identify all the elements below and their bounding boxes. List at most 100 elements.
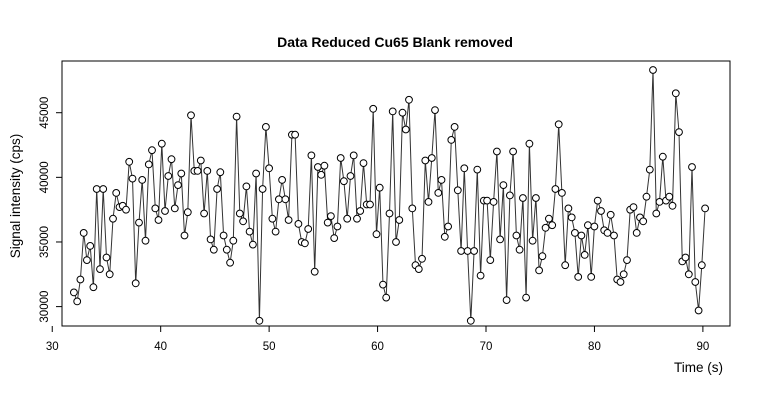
data-point <box>99 185 108 193</box>
data-point <box>431 106 439 114</box>
data-point <box>671 89 680 98</box>
data-point <box>418 254 426 263</box>
data-point <box>450 123 459 131</box>
data-point <box>307 151 316 160</box>
data-point <box>392 238 400 246</box>
data-point <box>226 258 235 267</box>
data-point <box>265 164 274 173</box>
data-point <box>649 66 657 74</box>
data-point <box>83 256 91 265</box>
data-point <box>493 147 501 156</box>
data-point <box>164 172 173 180</box>
data-point <box>232 112 241 121</box>
series-line <box>73 69 706 321</box>
data-point <box>629 203 638 212</box>
data-point <box>193 167 202 175</box>
data-point <box>183 208 192 217</box>
data-point <box>301 239 309 248</box>
data-point <box>333 222 342 231</box>
data-point <box>375 183 384 192</box>
data-point <box>463 247 472 255</box>
data-point <box>356 207 365 215</box>
data-point <box>427 154 436 162</box>
data-point <box>590 222 599 231</box>
data-point <box>314 163 322 171</box>
data-point <box>151 204 160 213</box>
data-point <box>639 217 648 226</box>
data-point <box>336 154 345 162</box>
data-point <box>242 182 251 191</box>
data-point <box>444 222 453 231</box>
data-point <box>414 265 423 274</box>
data-point <box>541 223 550 232</box>
data-point <box>545 214 553 223</box>
data-point <box>642 192 651 201</box>
data-point <box>86 242 95 250</box>
data-point <box>580 251 589 259</box>
data-point <box>658 152 667 161</box>
data-point <box>460 164 469 173</box>
data-point <box>281 195 290 204</box>
data-point <box>502 296 511 305</box>
data-point <box>161 207 169 215</box>
data-point <box>216 168 225 177</box>
data-point <box>105 270 114 279</box>
data-point <box>235 209 244 218</box>
data-point <box>684 270 693 279</box>
data-point <box>587 273 596 281</box>
data-point <box>369 104 378 113</box>
data-point <box>489 198 498 206</box>
data-point <box>434 189 443 197</box>
data-point <box>353 214 361 223</box>
data-point <box>138 176 147 184</box>
data-point <box>359 159 368 168</box>
data-point <box>385 209 394 218</box>
data-point <box>340 177 348 186</box>
y-axis-label: Signal intensity (cps) <box>8 134 23 259</box>
x-axis: 30 40 50 60 70 80 90 <box>46 326 709 353</box>
data-point <box>174 181 182 190</box>
data-point <box>512 231 521 240</box>
data-point <box>349 151 358 160</box>
data-point <box>343 214 352 223</box>
data-point <box>632 229 641 237</box>
data-point <box>304 225 313 233</box>
x-tick-label: 60 <box>371 341 384 353</box>
data-point <box>187 111 195 120</box>
data-point <box>346 172 355 180</box>
data-point <box>229 236 238 245</box>
data-point <box>203 167 212 175</box>
data-point <box>694 306 703 315</box>
y-axis: 30000 35000 40000 45000 <box>39 97 62 323</box>
data-point <box>519 194 527 202</box>
data-point <box>564 204 573 213</box>
data-point <box>89 283 98 292</box>
data-point <box>262 123 270 131</box>
data-series <box>70 66 709 325</box>
data-point <box>320 161 329 170</box>
data-point <box>525 139 534 148</box>
data-point <box>652 209 661 218</box>
data-point <box>440 232 449 241</box>
data-point <box>623 256 631 265</box>
data-point <box>79 229 88 237</box>
data-point <box>499 181 508 190</box>
data-point <box>522 293 530 302</box>
data-point <box>96 265 104 274</box>
data-point <box>515 245 524 254</box>
data-point <box>398 108 407 117</box>
data-point <box>255 316 264 325</box>
data-point <box>330 234 339 243</box>
data-point <box>665 192 674 201</box>
data-point <box>645 165 654 174</box>
data-point <box>561 261 570 270</box>
x-tick-label: 70 <box>480 341 493 353</box>
data-point <box>538 252 547 261</box>
data-point <box>567 213 576 222</box>
data-point <box>554 120 563 129</box>
data-point <box>102 253 111 262</box>
data-point <box>408 204 417 213</box>
data-point <box>268 214 277 223</box>
data-point <box>317 170 326 179</box>
